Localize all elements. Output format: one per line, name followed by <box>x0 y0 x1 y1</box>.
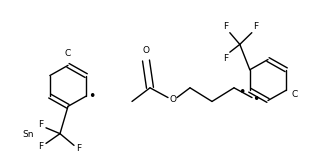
Text: F: F <box>253 22 258 31</box>
Text: F: F <box>76 144 82 153</box>
Text: O: O <box>142 46 150 55</box>
Text: C: C <box>291 90 297 99</box>
Text: •: • <box>252 93 260 106</box>
Text: F: F <box>223 22 228 31</box>
Text: F: F <box>38 120 44 129</box>
Text: Sn: Sn <box>22 130 34 139</box>
Text: F: F <box>223 54 228 63</box>
Text: •: • <box>238 86 246 99</box>
Text: O: O <box>169 95 176 104</box>
Text: F: F <box>38 142 44 151</box>
Text: C: C <box>65 49 71 58</box>
Text: •: • <box>88 90 96 103</box>
